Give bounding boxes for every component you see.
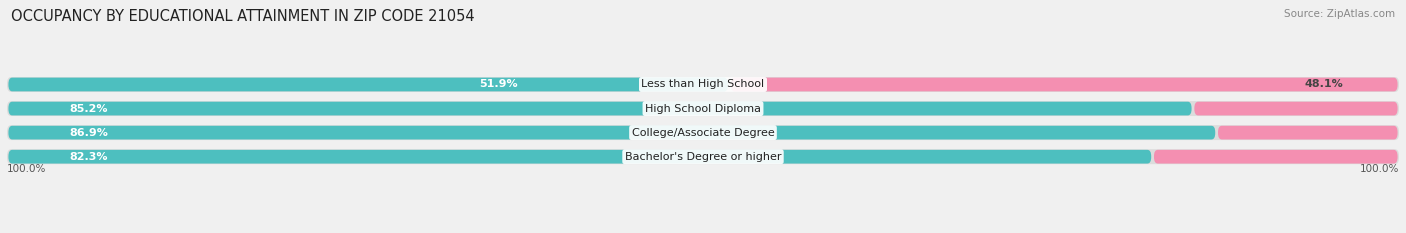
- FancyBboxPatch shape: [1194, 102, 1398, 115]
- Text: 100.0%: 100.0%: [7, 164, 46, 174]
- FancyBboxPatch shape: [7, 77, 1399, 92]
- FancyBboxPatch shape: [8, 126, 1215, 140]
- FancyBboxPatch shape: [7, 125, 1399, 140]
- FancyBboxPatch shape: [1154, 150, 1398, 164]
- FancyBboxPatch shape: [1218, 126, 1398, 140]
- Text: 100.0%: 100.0%: [1360, 164, 1399, 174]
- Text: 48.1%: 48.1%: [1305, 79, 1343, 89]
- Text: 86.9%: 86.9%: [70, 128, 108, 138]
- Text: 51.9%: 51.9%: [479, 79, 517, 89]
- FancyBboxPatch shape: [731, 78, 1398, 91]
- Text: High School Diploma: High School Diploma: [645, 103, 761, 113]
- Text: College/Associate Degree: College/Associate Degree: [631, 128, 775, 138]
- Text: 85.2%: 85.2%: [70, 103, 108, 113]
- Text: Bachelor's Degree or higher: Bachelor's Degree or higher: [624, 152, 782, 162]
- Text: Less than High School: Less than High School: [641, 79, 765, 89]
- FancyBboxPatch shape: [8, 78, 728, 91]
- Text: 82.3%: 82.3%: [70, 152, 108, 162]
- FancyBboxPatch shape: [8, 150, 1152, 164]
- FancyBboxPatch shape: [8, 102, 1191, 115]
- FancyBboxPatch shape: [7, 149, 1399, 164]
- FancyBboxPatch shape: [7, 101, 1399, 116]
- Text: Source: ZipAtlas.com: Source: ZipAtlas.com: [1284, 9, 1395, 19]
- Text: OCCUPANCY BY EDUCATIONAL ATTAINMENT IN ZIP CODE 21054: OCCUPANCY BY EDUCATIONAL ATTAINMENT IN Z…: [11, 9, 475, 24]
